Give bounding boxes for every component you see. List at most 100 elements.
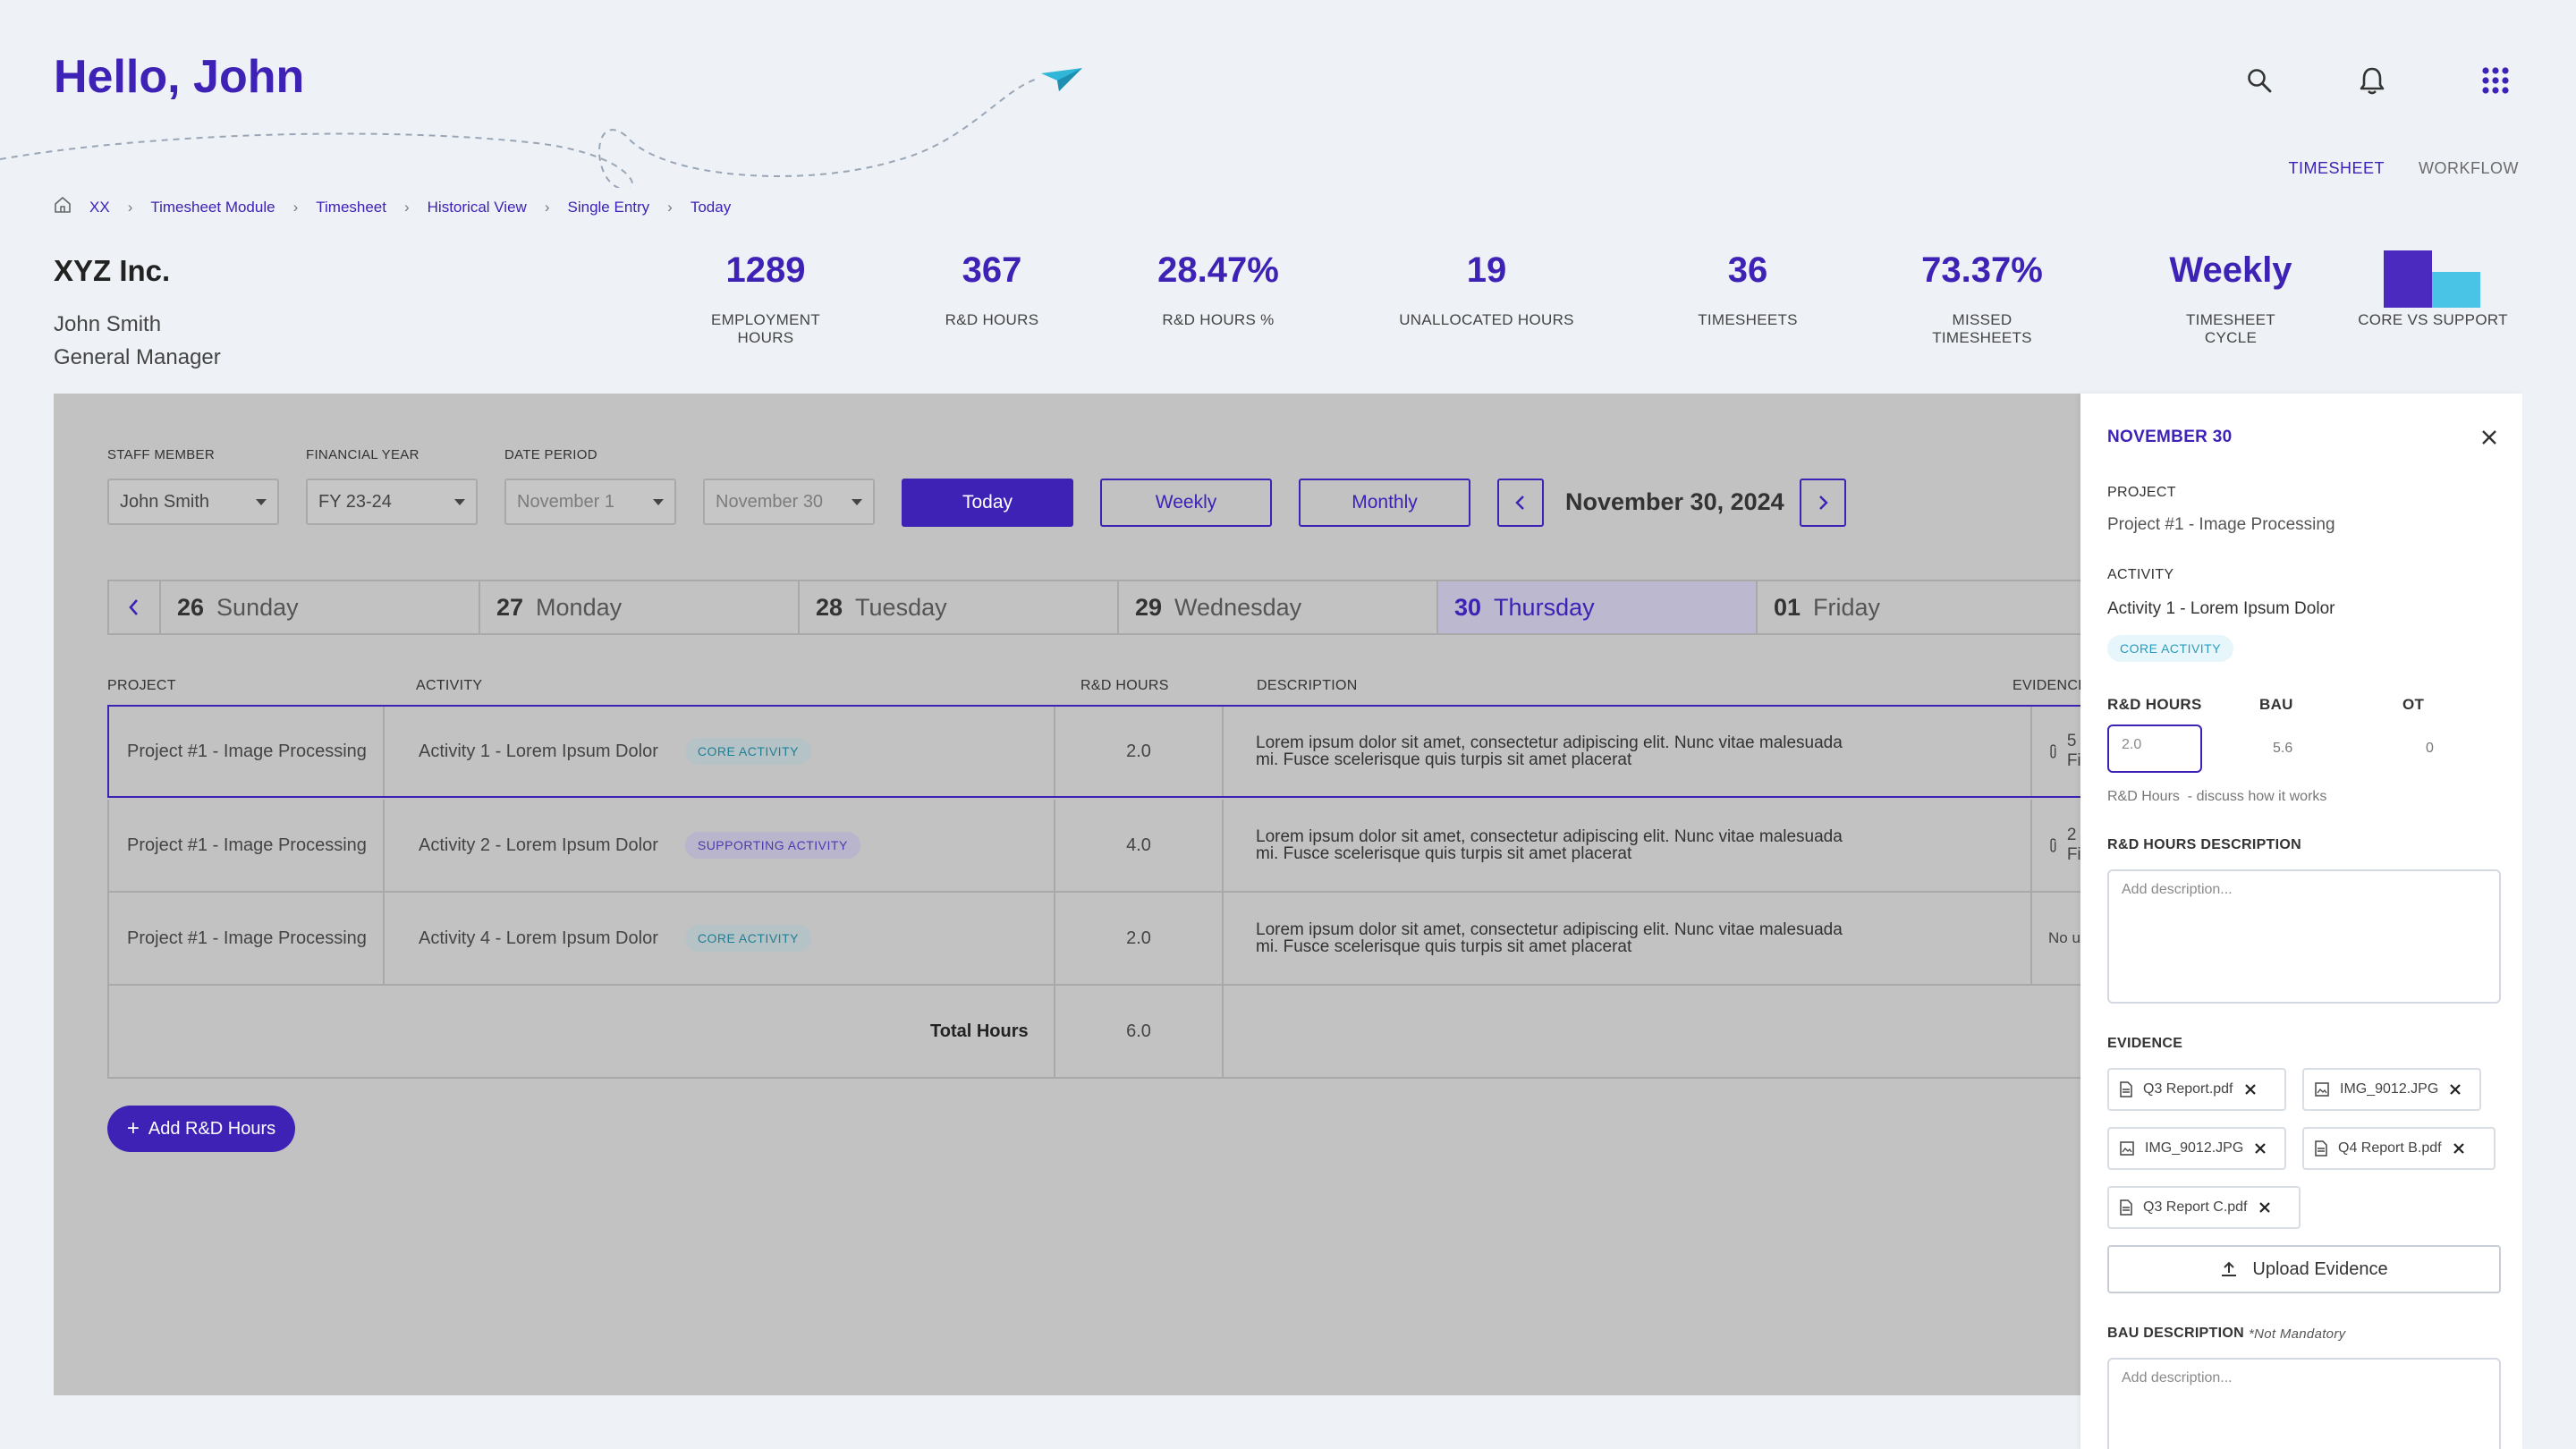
day-29[interactable]: 29 Wednesday [1119, 581, 1438, 633]
evidence-file-chip[interactable]: Q3 Report C.pdf [2107, 1186, 2301, 1229]
financial-year-select[interactable]: FY 23-24 [306, 479, 478, 525]
remove-file-icon[interactable] [2254, 1142, 2267, 1155]
plus-icon: + [126, 1116, 140, 1140]
apps-grid-icon[interactable] [2476, 61, 2515, 100]
stat-label: TIMESHEETS [1698, 311, 1798, 328]
home-icon[interactable] [54, 196, 72, 218]
date-to-select[interactable]: November 30 [703, 479, 875, 525]
breadcrumb-item[interactable]: Timesheet [316, 198, 386, 216]
rd-description-label: R&D HOURS DESCRIPTION [2107, 837, 2301, 852]
activity-cell: Activity 4 - Lorem Ipsum Dolor CORE ACTI… [419, 893, 811, 984]
person-role: General Manager [54, 345, 221, 369]
day-28[interactable]: 28 Tuesday [800, 581, 1119, 633]
bau-description-label: BAU DESCRIPTION [2107, 1326, 2244, 1341]
core-bar [2384, 250, 2432, 308]
col-header-rd-hours: R&D HOURS [1080, 678, 1169, 693]
entry-detail-panel: NOVEMBER 30 PROJECT Project #1 - Image P… [2080, 394, 2522, 1449]
ot-label: OT [2402, 696, 2425, 713]
breadcrumb-item[interactable]: Timesheet Module [150, 198, 275, 216]
document-icon [2315, 1140, 2327, 1157]
remove-file-icon[interactable] [2244, 1083, 2257, 1096]
add-rd-hours-button[interactable]: + Add R&D Hours [107, 1106, 295, 1152]
day-30[interactable]: 30 Thursday [1438, 581, 1758, 633]
document-icon [2120, 1199, 2132, 1216]
stat-label: R&D HOURS % [1162, 311, 1275, 328]
day-name: Sunday [216, 593, 299, 621]
table-row[interactable]: Project #1 - Image Processing Activity 2… [107, 800, 2103, 893]
chevron-right-icon: › [292, 198, 299, 216]
column-divider [1054, 986, 1055, 1077]
day-name: Thursday [1494, 593, 1595, 621]
description-line: Lorem ipsum dolor sit amet, consectetur … [1256, 920, 1843, 939]
table-row[interactable]: Project #1 - Image Processing Activity 4… [107, 893, 2125, 986]
evidence-file-chip[interactable]: Q4 Report B.pdf [2302, 1127, 2496, 1170]
stat-timesheets: 36 TIMESHEETS [1640, 250, 1855, 329]
rd-hours-input[interactable]: 2.0 [2107, 724, 2202, 773]
panel-title: NOVEMBER 30 [2107, 428, 2233, 446]
column-divider [1222, 893, 1224, 984]
weekly-button[interactable]: Weekly [1100, 479, 1272, 527]
rd-hours-label: R&D HOURS [2107, 696, 2202, 713]
tab-timesheet[interactable]: TIMESHEET [2288, 159, 2385, 177]
upload-icon [2222, 1261, 2237, 1276]
day-name: Friday [1813, 593, 1881, 621]
next-date-button[interactable] [1800, 479, 1846, 527]
company-name: XYZ Inc. [54, 254, 171, 287]
stat-label: MISSED TIMESHEETS [1932, 311, 2032, 346]
column-divider [383, 707, 385, 796]
description-line: Lorem ipsum dolor sit amet, consectetur … [1256, 827, 1843, 846]
breadcrumb-item[interactable]: XX [89, 198, 110, 216]
today-button[interactable]: Today [902, 479, 1073, 527]
col-header-project: PROJECT [107, 678, 176, 693]
close-icon[interactable] [2476, 424, 2503, 451]
total-row: Total Hours 6.0 [107, 986, 2084, 1079]
search-icon[interactable] [2240, 61, 2279, 100]
remove-file-icon[interactable] [2453, 1142, 2465, 1155]
stat-rd-hours-percent: 28.47% R&D HOURS % [1111, 250, 1326, 329]
current-date: November 30, 2024 [1565, 488, 1784, 515]
stat-core-vs-support: CORE VS SUPPORT [2326, 250, 2540, 329]
remove-file-icon[interactable] [2258, 1201, 2271, 1214]
bau-label: BAU [2259, 696, 2293, 713]
evidence-file-chip[interactable]: Q3 Report.pdf [2107, 1068, 2286, 1111]
decorative-flight-path [0, 78, 1038, 188]
rd-hours-hint: R&D Hours - discuss how it works [2107, 789, 2327, 804]
date-to-value: November 30 [716, 491, 824, 512]
activity-name: Activity 1 - Lorem Ipsum Dolor [419, 741, 658, 761]
table-row[interactable]: Project #1 - Image Processing Activity 1… [107, 705, 2103, 798]
prev-date-button[interactable] [1497, 479, 1544, 527]
activity-label: ACTIVITY [2107, 567, 2174, 582]
tab-workflow[interactable]: WORKFLOW [2419, 159, 2519, 177]
stat-value: 367 [962, 250, 1022, 290]
day-01[interactable]: 01 Friday [1758, 581, 2077, 633]
stat-label: R&D HOURS [945, 311, 1039, 328]
evidence-file-chip[interactable]: IMG_9012.JPG [2302, 1068, 2481, 1111]
activity-cell: Activity 2 - Lorem Ipsum Dolor SUPPORTIN… [419, 800, 860, 891]
upload-evidence-label: Upload Evidence [2252, 1258, 2388, 1279]
breadcrumb-item[interactable]: Historical View [427, 198, 527, 216]
day-26[interactable]: 26 Sunday [161, 581, 480, 633]
chevron-right-icon: › [667, 198, 673, 216]
column-divider [1222, 800, 1224, 891]
remove-file-icon[interactable] [2449, 1083, 2462, 1096]
add-rd-hours-label: Add R&D Hours [148, 1118, 276, 1139]
description-line: Lorem ipsum dolor sit amet, consectetur … [1256, 733, 1843, 752]
prev-week-button[interactable] [109, 581, 161, 633]
chevron-right-icon: › [127, 198, 133, 216]
date-from-select[interactable]: November 1 [504, 479, 676, 525]
rd-description-textarea[interactable]: Add description... [2107, 869, 2501, 1004]
breadcrumb-item[interactable]: Single Entry [567, 198, 650, 216]
day-number: 27 [496, 593, 524, 621]
bau-description-textarea[interactable]: Add description... [2107, 1358, 2501, 1449]
stat-employment-hours: 1289 EMPLOYMENT HOURS [658, 250, 873, 347]
evidence-file-chip[interactable]: IMG_9012.JPG [2107, 1127, 2286, 1170]
upload-evidence-button[interactable]: Upload Evidence [2107, 1245, 2501, 1293]
monthly-button[interactable]: Monthly [1299, 479, 1470, 527]
staff-member-select[interactable]: John Smith [107, 479, 279, 525]
total-hours-label: Total Hours [930, 1021, 1029, 1041]
file-name: IMG_9012.JPG [2340, 1081, 2439, 1097]
chevron-right-icon: › [544, 198, 550, 216]
bell-icon[interactable] [2352, 61, 2392, 100]
day-27[interactable]: 27 Monday [480, 581, 800, 633]
image-icon [2120, 1141, 2134, 1156]
